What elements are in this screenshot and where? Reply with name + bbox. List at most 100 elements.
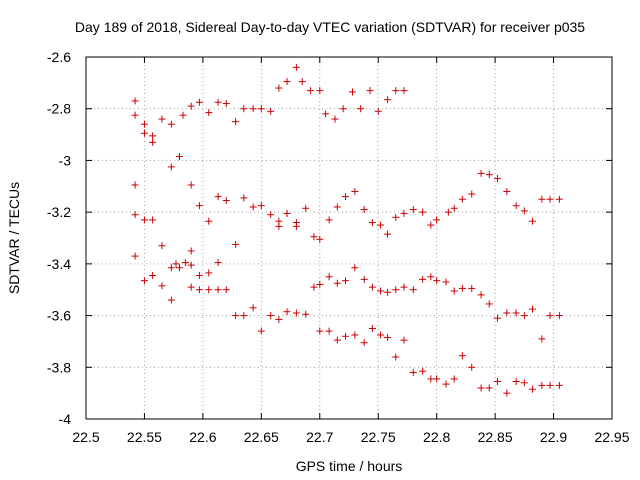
data-point	[349, 88, 357, 96]
data-point	[368, 325, 376, 332]
data-point	[392, 213, 400, 221]
data-point	[503, 389, 511, 397]
data-point	[503, 187, 511, 195]
data-point	[400, 283, 408, 291]
data-point	[205, 217, 213, 225]
y-tick-label: -3.2	[47, 204, 71, 220]
data-point	[468, 284, 476, 292]
data-point	[409, 206, 417, 214]
data-point	[520, 379, 528, 387]
data-point	[377, 331, 385, 339]
data-point	[357, 105, 365, 113]
data-point	[333, 203, 341, 211]
data-point	[283, 78, 291, 86]
data-point	[302, 310, 310, 318]
data-point	[316, 281, 324, 289]
data-point	[433, 216, 441, 224]
data-point	[442, 380, 450, 388]
data-point	[131, 97, 139, 105]
data-point	[477, 169, 485, 177]
x-tick-label: 22.85	[478, 429, 513, 445]
data-point	[538, 381, 546, 389]
y-tick-label: -3	[59, 152, 72, 168]
data-point	[195, 202, 203, 210]
data-point	[384, 230, 392, 238]
data-point	[257, 202, 265, 210]
data-point	[493, 175, 501, 183]
chart-title: Day 189 of 2018, Sidereal Day-to-day VTE…	[75, 19, 585, 35]
data-point	[374, 107, 382, 115]
data-point	[366, 87, 374, 95]
data-point	[341, 332, 349, 340]
data-point	[131, 252, 139, 260]
data-point	[187, 261, 195, 269]
data-point	[325, 327, 333, 335]
data-point	[427, 375, 435, 383]
data-point	[298, 78, 306, 86]
data-point	[458, 284, 466, 292]
data-point	[167, 264, 175, 272]
x-tick-label: 22.75	[361, 429, 396, 445]
x-tick-label: 22.7	[306, 429, 333, 445]
data-point	[392, 286, 400, 294]
data-point	[392, 353, 400, 361]
data-point	[555, 195, 563, 203]
data-point	[538, 335, 546, 343]
data-point	[427, 273, 435, 281]
data-point	[167, 120, 175, 128]
data-point	[546, 195, 554, 203]
x-tick-label: 22.5	[72, 429, 99, 445]
y-tick-label: -2.6	[47, 49, 71, 65]
data-point	[310, 283, 318, 291]
x-tick-label: 22.65	[244, 429, 279, 445]
x-tick-label: 22.9	[540, 429, 567, 445]
data-point	[392, 87, 400, 95]
plot-frame	[85, 56, 613, 420]
data-point	[477, 384, 485, 392]
grid	[86, 57, 612, 419]
data-point	[176, 153, 184, 161]
data-point	[181, 259, 189, 267]
x-tick-label: 22.55	[127, 429, 162, 445]
data-point	[538, 195, 546, 203]
x-tick-label: 22.8	[423, 429, 450, 445]
data-point	[195, 271, 203, 279]
data-point	[149, 138, 157, 146]
x-tick-label: 22.95	[594, 429, 629, 445]
data-point	[485, 171, 493, 179]
data-point	[450, 287, 458, 295]
data-point	[167, 296, 175, 304]
data-point	[267, 312, 275, 320]
data-point	[187, 102, 195, 110]
data-point	[140, 216, 148, 224]
data-point	[529, 385, 537, 393]
data-point	[427, 221, 435, 229]
data-point	[275, 315, 283, 323]
data-point	[292, 218, 300, 226]
data-point	[333, 336, 341, 344]
data-point	[131, 211, 139, 219]
data-point	[158, 115, 166, 123]
data-point	[232, 118, 240, 126]
data-point	[232, 312, 240, 320]
data-point	[333, 279, 341, 287]
data-point	[325, 216, 333, 224]
data-point	[140, 277, 148, 285]
data-point	[283, 209, 291, 217]
data-point	[249, 203, 257, 211]
data-point	[232, 240, 240, 248]
data-point	[520, 312, 528, 320]
data-point	[433, 375, 441, 383]
data-point	[546, 381, 554, 389]
data-point	[442, 278, 450, 286]
data-point	[433, 277, 441, 285]
data-point	[555, 381, 563, 389]
data-point	[316, 87, 324, 95]
data-point	[377, 221, 385, 229]
y-tick-label: -3.6	[47, 308, 71, 324]
data-point	[339, 105, 347, 113]
data-point	[267, 211, 275, 219]
data-point	[249, 304, 257, 312]
x-axis-label: GPS time / hours	[296, 458, 403, 474]
data-point	[512, 202, 520, 210]
